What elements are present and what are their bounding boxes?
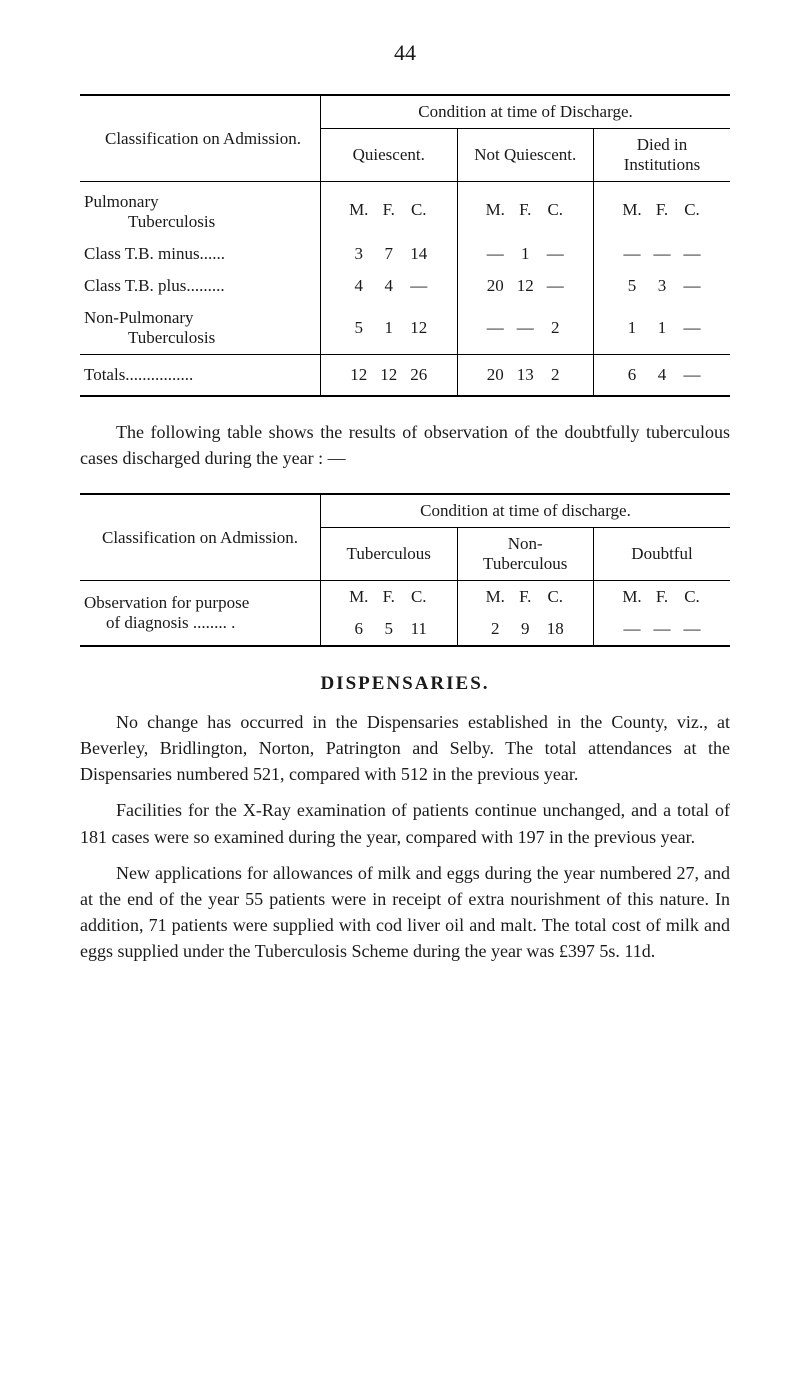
t2-top-d2: C. — [677, 587, 707, 607]
para-3: New applications for allowances of milk … — [80, 860, 730, 964]
t1-r1-label: Class T.B. minus...... — [80, 238, 321, 270]
t1-tot-d0: 6 — [617, 365, 647, 385]
t1-tot-nq2: 2 — [540, 365, 570, 385]
t2-t1: 5 — [374, 619, 404, 639]
t1-r2-d0: 5 — [617, 276, 647, 296]
t1-r1-q0: 3 — [344, 244, 374, 264]
t2-top-nt1: F. — [510, 587, 540, 607]
t1-r3-d0: 1 — [617, 318, 647, 338]
t1-q-f: F. — [374, 200, 404, 220]
t2-t2: 11 — [404, 619, 434, 639]
t1-tot-nq0: 20 — [480, 365, 510, 385]
t2-head-span: Condition at time of discharge. — [321, 495, 731, 528]
t1-r2-nq1: 12 — [510, 276, 540, 296]
t1-r3-nq1: — — [510, 318, 540, 338]
t1-r3-d1: 1 — [647, 318, 677, 338]
t2-d1: — — [647, 619, 677, 639]
t2-head-left: Classification on Admission. — [84, 528, 316, 548]
t2-top-nt2: C. — [540, 587, 570, 607]
t1-nq-c: C. — [540, 200, 570, 220]
t2-nt1: 9 — [510, 619, 540, 639]
t1-head-span: Condition at time of Discharge. — [321, 96, 731, 129]
t1-r0b: Tuberculosis — [84, 212, 215, 232]
t2-sub-nt: Non- Tuberculous — [457, 528, 594, 581]
t1-totals-label: Totals................ — [80, 355, 321, 396]
t1-tot-q2: 26 — [404, 365, 434, 385]
t1-r2-nq0: 20 — [480, 276, 510, 296]
table2: Classification on Admission. Condition a… — [80, 495, 730, 645]
table2-bottom-rule — [80, 645, 730, 647]
t1-nq-m: M. — [480, 200, 510, 220]
t2-nt0: 2 — [480, 619, 510, 639]
page-number: 44 — [80, 40, 730, 66]
page: 44 Classification on Admission. Conditio… — [0, 0, 800, 1024]
mid-paragraph: The following table shows the results of… — [80, 419, 730, 471]
t1-r3-nq0: — — [480, 318, 510, 338]
t1-sub-d: Died in Institutions — [594, 129, 731, 182]
para-1: No change has occurred in the Dispensari… — [80, 709, 730, 787]
t2-row-b: of diagnosis ........ . — [84, 613, 235, 633]
t1-r2-q1: 4 — [374, 276, 404, 296]
t2-nt2: 18 — [540, 619, 570, 639]
table1: Classification on Admission. Condition a… — [80, 96, 730, 395]
t1-r2-nq2: — — [540, 276, 570, 296]
t1-d-f: F. — [647, 200, 677, 220]
t1-r3-nq2: 2 — [540, 318, 570, 338]
t1-r3-q2: 12 — [404, 318, 434, 338]
t1-r1-d0: — — [617, 244, 647, 264]
t2-top-d1: F. — [647, 587, 677, 607]
t1-tot-q0: 12 — [344, 365, 374, 385]
t2-top-d0: M. — [617, 587, 647, 607]
t1-sub-nq: Not Quiescent. — [457, 129, 594, 182]
t1-r2-d1: 3 — [647, 276, 677, 296]
t2-d0: — — [617, 619, 647, 639]
t1-r0a: Pulmonary — [84, 192, 159, 211]
t1-r2-q0: 4 — [344, 276, 374, 296]
t2-row-a: Observation for purpose — [84, 593, 249, 612]
t1-r1-nq1: 1 — [510, 244, 540, 264]
t2-t0: 6 — [344, 619, 374, 639]
t1-r3a: Non-Pulmonary — [84, 308, 194, 327]
t1-r1-nq0: — — [480, 244, 510, 264]
t1-tot-nq1: 13 — [510, 365, 540, 385]
t1-r1-d1: — — [647, 244, 677, 264]
t1-r3-q0: 5 — [344, 318, 374, 338]
t1-r3b: Tuberculosis — [84, 328, 215, 348]
t1-r1-d2: — — [677, 244, 707, 264]
t1-sub-q: Quiescent. — [321, 129, 458, 182]
t2-top-t2: C. — [404, 587, 434, 607]
t1-r3-d2: — — [677, 318, 707, 338]
t1-r3-q1: 1 — [374, 318, 404, 338]
t2-top-nt0: M. — [480, 587, 510, 607]
t2-top-t0: M. — [344, 587, 374, 607]
t1-r2-label: Class T.B. plus......... — [80, 270, 321, 302]
t1-r1-q2: 14 — [404, 244, 434, 264]
t2-d2: — — [677, 619, 707, 639]
t1-tot-q1: 12 — [374, 365, 404, 385]
para-2: Facilities for the X-Ray examination of … — [80, 797, 730, 849]
t1-q-c: C. — [404, 200, 434, 220]
t1-tot-d1: 4 — [647, 365, 677, 385]
t1-r2-q2: — — [404, 276, 434, 296]
t1-nq-f: F. — [510, 200, 540, 220]
t1-r1-q1: 7 — [374, 244, 404, 264]
t1-tot-d2: — — [677, 365, 707, 385]
t2-top-t1: F. — [374, 587, 404, 607]
t1-d-c: C. — [677, 200, 707, 220]
t2-sub-t: Tuberculous — [321, 528, 458, 581]
t1-r2-d2: — — [677, 276, 707, 296]
table1-bottom-rule — [80, 395, 730, 397]
t1-d-m: M. — [617, 200, 647, 220]
t1-head-left: Classification on Admission. — [90, 129, 316, 149]
t1-q-m: M. — [344, 200, 374, 220]
dispensaries-heading: DISPENSARIES. — [80, 673, 730, 695]
t2-sub-d: Doubtful — [594, 528, 731, 581]
t1-r1-nq2: — — [540, 244, 570, 264]
